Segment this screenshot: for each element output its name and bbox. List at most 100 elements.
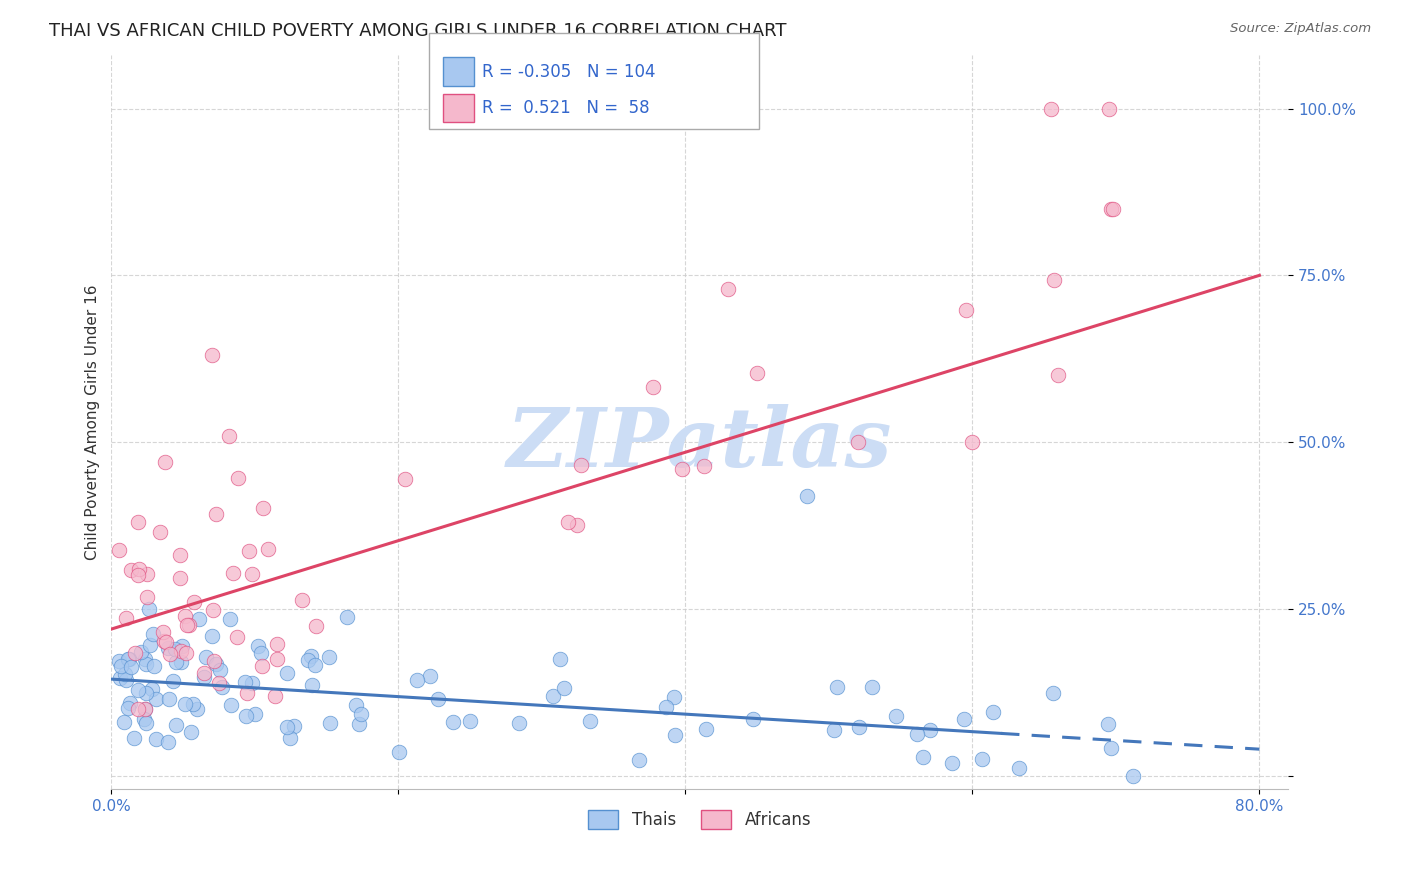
Point: [208, 663, 231, 677]
Point: [419, 669, 441, 683]
Point: [122, 731, 145, 745]
Point: [252, 501, 274, 516]
Point: [1040, 102, 1063, 116]
Point: [222, 566, 245, 580]
Point: [1043, 273, 1066, 287]
Point: [120, 563, 142, 577]
Point: [169, 548, 191, 562]
Point: [117, 651, 139, 665]
Point: [110, 658, 132, 673]
Point: [107, 654, 129, 668]
Point: [170, 639, 193, 653]
Point: [846, 435, 869, 450]
Point: [825, 681, 848, 695]
Point: [221, 698, 243, 713]
Point: [955, 302, 977, 317]
Point: [240, 566, 263, 581]
Point: [962, 435, 984, 450]
Point: [541, 689, 564, 703]
Point: [165, 642, 187, 657]
Text: ZIPatlas: ZIPatlas: [508, 404, 893, 484]
Point: [695, 722, 717, 736]
Point: [153, 633, 176, 648]
Point: [208, 675, 231, 690]
Point: [127, 702, 149, 716]
Point: [394, 473, 416, 487]
Point: [848, 719, 870, 733]
Point: [124, 646, 146, 660]
Point: [170, 655, 193, 669]
Point: [1042, 686, 1064, 700]
Point: [134, 652, 156, 666]
Point: [250, 658, 273, 673]
Point: [655, 699, 678, 714]
Point: [134, 701, 156, 715]
Y-axis label: Child Poverty Among Girls Under 16: Child Poverty Among Girls Under 16: [86, 285, 100, 560]
Point: [671, 462, 693, 476]
Point: [170, 643, 193, 657]
Point: [134, 713, 156, 727]
Point: [941, 756, 963, 770]
Point: [162, 673, 184, 688]
Point: [165, 655, 187, 669]
Point: [114, 611, 136, 625]
Point: [920, 723, 942, 738]
Point: [441, 714, 464, 729]
Point: [157, 640, 180, 655]
Point: [557, 515, 579, 529]
Point: [138, 602, 160, 616]
Point: [174, 608, 197, 623]
Point: [183, 594, 205, 608]
Point: [240, 676, 263, 690]
Text: R =  0.521   N =  58: R = 0.521 N = 58: [482, 99, 650, 117]
Point: [747, 367, 769, 381]
Point: [174, 646, 197, 660]
Point: [135, 657, 157, 671]
Point: [1046, 368, 1069, 383]
Point: [165, 717, 187, 731]
Point: [149, 524, 172, 539]
Point: [257, 541, 280, 556]
Point: [662, 690, 685, 704]
Point: [1122, 769, 1144, 783]
Point: [127, 568, 149, 582]
Point: [176, 617, 198, 632]
Point: [1098, 102, 1121, 116]
Point: [641, 380, 664, 394]
Point: [508, 716, 530, 731]
Point: [336, 610, 359, 624]
Point: [319, 715, 342, 730]
Point: [201, 348, 224, 362]
Point: [304, 618, 326, 632]
Point: [276, 720, 298, 734]
Point: [202, 654, 225, 668]
Point: [143, 658, 166, 673]
Point: [911, 749, 934, 764]
Point: [195, 649, 218, 664]
Point: [127, 682, 149, 697]
Point: [796, 489, 818, 503]
Point: [347, 717, 370, 731]
Point: [152, 624, 174, 639]
Point: [219, 612, 242, 626]
Point: [860, 680, 883, 694]
Point: [201, 629, 224, 643]
Point: [228, 471, 250, 485]
Point: [1099, 202, 1122, 216]
Point: [153, 455, 176, 469]
Point: [135, 686, 157, 700]
Point: [291, 593, 314, 607]
Point: [550, 651, 572, 665]
Point: [114, 666, 136, 681]
Point: [565, 518, 588, 533]
Point: [145, 692, 167, 706]
Point: [118, 697, 141, 711]
Point: [135, 566, 157, 581]
Point: [177, 618, 200, 632]
Point: [742, 712, 765, 726]
Point: [569, 458, 592, 472]
Point: [884, 709, 907, 723]
Point: [107, 543, 129, 558]
Point: [628, 753, 651, 767]
Point: [245, 706, 267, 721]
